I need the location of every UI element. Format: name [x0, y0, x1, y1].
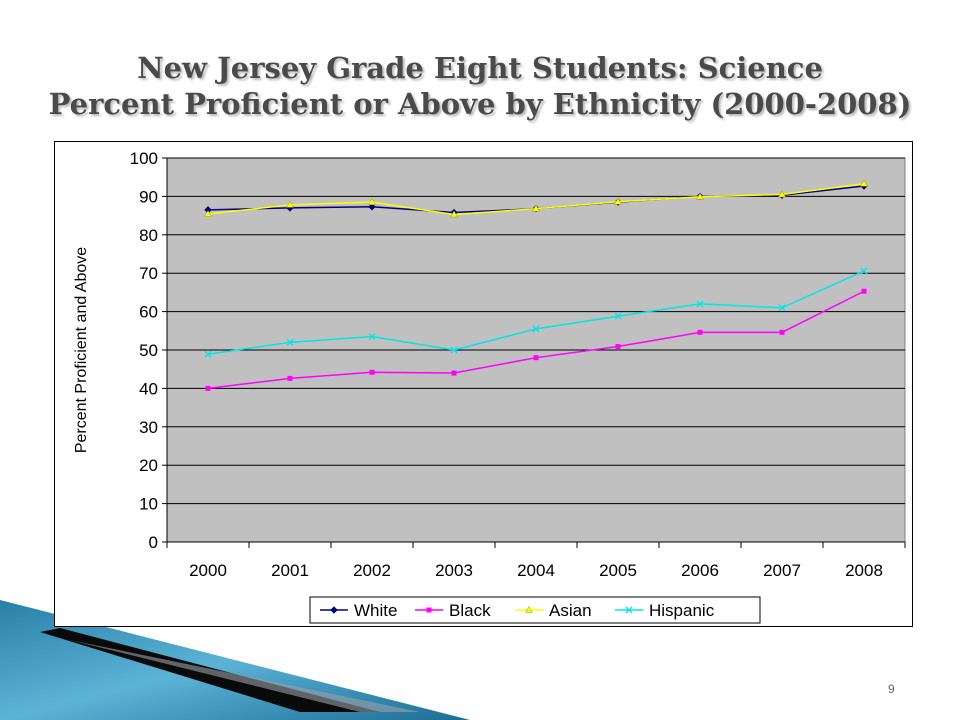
y-tick-label: 40	[139, 379, 158, 398]
data-point-marker	[778, 304, 786, 312]
corner-blue-shape	[0, 600, 470, 720]
y-axis-label: Percent Proficient and Above	[73, 247, 90, 453]
series-black	[205, 288, 867, 391]
data-point-marker	[368, 198, 376, 205]
data-point-marker	[696, 192, 704, 200]
data-point-marker	[778, 190, 786, 198]
data-point-marker	[614, 312, 622, 320]
data-point-marker	[779, 329, 785, 335]
y-tick-label: 80	[139, 226, 158, 245]
series-hispanic	[204, 267, 868, 358]
legend-entry-white: White	[320, 601, 397, 620]
data-point-marker	[451, 370, 457, 376]
slide-title: New Jersey Grade Eight Students: Science…	[0, 50, 960, 122]
legend-label: Hispanic	[649, 601, 715, 620]
data-point-marker	[450, 210, 458, 218]
legend-label: Asian	[549, 601, 592, 620]
legend-entry-black: Black	[415, 601, 491, 620]
y-tick-label: 100	[130, 149, 158, 168]
y-tick-label: 50	[139, 341, 158, 360]
x-tick-label: 2001	[271, 561, 309, 580]
data-point-marker	[614, 197, 622, 205]
y-tick-label: 60	[139, 303, 158, 322]
x-tick-label: 2008	[845, 561, 883, 580]
data-point-marker	[450, 346, 458, 354]
chart-frame: 0 10 20 30 40 50 60 70 80 90 100 2000 2001 2002 2003 2…	[54, 141, 913, 627]
x-tick-label: 2005	[599, 561, 637, 580]
y-tick-label: 20	[139, 456, 158, 475]
x-tick-label: 2004	[517, 561, 555, 580]
legend-entry-hispanic: Hispanic	[615, 601, 715, 620]
legend-entry-asian: Asian	[515, 601, 592, 620]
data-point-marker	[368, 203, 376, 211]
y-tick-label: 0	[149, 533, 158, 552]
x-tick-label: 2002	[353, 561, 391, 580]
data-point-marker	[696, 300, 704, 308]
data-point-marker	[625, 606, 633, 614]
data-point-marker	[286, 200, 294, 208]
data-point-marker	[286, 338, 294, 346]
line-chart: 0 10 20 30 40 50 60 70 80 90 100 2000 2001 2002 2003 2…	[73, 149, 906, 624]
y-tick-label: 10	[139, 495, 158, 514]
y-tick-label: 90	[139, 187, 158, 206]
x-tick-label: 2003	[435, 561, 473, 580]
x-tick-label: 2000	[189, 561, 227, 580]
series-asian	[204, 179, 868, 218]
data-point-marker	[368, 333, 376, 341]
page-number: 9	[888, 682, 895, 696]
data-point-marker	[330, 606, 338, 614]
legend-label: White	[354, 601, 397, 620]
data-point-marker	[697, 329, 703, 335]
data-point-marker	[533, 355, 539, 361]
y-tick-label: 70	[139, 264, 158, 283]
data-point-marker	[204, 350, 212, 358]
x-tick-label: 2007	[763, 561, 801, 580]
data-point-marker	[615, 344, 621, 350]
data-point-marker	[204, 210, 212, 217]
slide-title-line-1: New Jersey Grade Eight Students: Science	[137, 51, 823, 85]
data-point-marker	[861, 288, 867, 294]
data-point-marker	[426, 607, 432, 613]
slide-title-line-2: Percent Proficient or Above by Ethnicity…	[48, 87, 912, 121]
data-point-marker	[205, 385, 211, 391]
corner-gray-stripe	[70, 640, 420, 712]
data-point-marker	[532, 204, 540, 212]
data-point-marker	[369, 369, 375, 375]
legend-label: Black	[449, 601, 491, 620]
data-point-marker	[525, 606, 533, 613]
data-point-marker	[532, 325, 540, 333]
data-point-marker	[287, 375, 293, 381]
data-point-marker	[860, 179, 868, 187]
x-tick-label: 2006	[681, 561, 719, 580]
y-tick-label: 30	[139, 418, 158, 437]
data-point-marker	[860, 267, 868, 275]
legend: White Black Asian Hispanic	[309, 596, 761, 624]
